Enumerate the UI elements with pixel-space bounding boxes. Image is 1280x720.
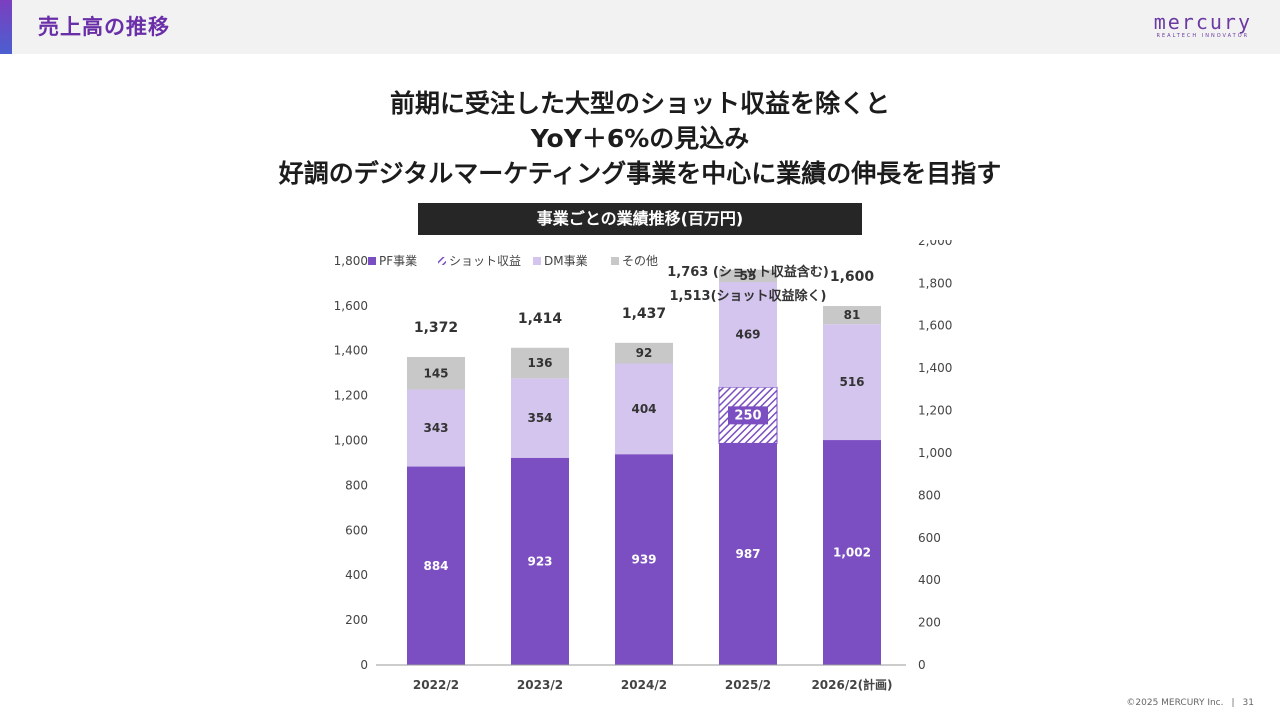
bar-group: 884 343 145 1,372 923 354 136 1,414 939 404 92 1,43…: [407, 264, 881, 665]
data-label: 516: [839, 375, 864, 389]
x-axis-tick-label: 2025/2: [725, 678, 771, 692]
x-axis-tick-label: 2026/2(計画): [811, 677, 892, 692]
left-axis-tick-label: 1,200: [334, 389, 368, 403]
bar-segment: [615, 454, 673, 665]
copyright-text: ©2025 MERCURY Inc.: [1126, 698, 1224, 708]
bar-total-label-without-shot: 1,513(ショット収益除く): [669, 288, 826, 304]
bar-total-label: 1,414: [518, 311, 563, 327]
right-axis-tick-label: 1,000: [918, 446, 952, 460]
left-axis-tick-label: 800: [345, 478, 368, 492]
chart-title-banner: 事業ごとの業績推移(百万円): [418, 203, 862, 235]
bar-segment: [615, 363, 673, 455]
right-axis-tick-label: 600: [918, 531, 941, 545]
data-label: 923: [527, 554, 552, 568]
legend-label: その他: [622, 254, 658, 268]
right-y-axis: 0 200 400 600 800 1,000 1,200 1,400 1,600 1,800 2,…: [918, 240, 952, 672]
page-number: 31: [1242, 698, 1254, 708]
legend-label: DM事業: [544, 254, 588, 268]
legend-swatch: [533, 257, 541, 265]
left-axis-tick-label: 400: [345, 568, 368, 582]
data-label: 354: [527, 411, 552, 425]
data-label: 136: [527, 356, 552, 370]
data-label-background: [728, 406, 768, 425]
data-label: 884: [423, 559, 448, 573]
data-label: 987: [735, 547, 760, 561]
right-axis-tick-label: 1,600: [918, 319, 952, 333]
data-label: 343: [423, 421, 448, 435]
bar-segment: [823, 324, 881, 441]
bar-segment: [511, 378, 569, 458]
data-label: 1,002: [833, 546, 871, 560]
footer-separator: |: [1231, 698, 1235, 708]
data-label: 469: [735, 328, 760, 342]
x-axis-labels: 2022/2 2023/2 2024/2 2025/2 2026/2(計画): [413, 677, 893, 692]
data-label: 55: [740, 269, 757, 283]
right-axis-tick-label: 1,200: [918, 404, 952, 418]
left-y-axis: 0 200 400 600 800 1,000 1,200 1,400 1,600 1,800: [334, 254, 368, 672]
right-axis-tick-label: 800: [918, 488, 941, 502]
bar-segment: [719, 282, 777, 388]
right-axis-tick-label: 0: [918, 658, 926, 672]
headline-line-3: 好調のデジタルマーケティング事業を中心に業績の伸長を目指す: [278, 159, 1002, 188]
right-axis-tick-label: 2,000: [918, 240, 952, 248]
bar-total-label-with-shot: 1,763 (ショット収益含む): [667, 264, 829, 280]
bar-segment: [823, 306, 881, 325]
left-axis-tick-label: 1,800: [334, 254, 368, 268]
stacked-bar-chart: PF事業 ショット収益 DM事業 その他 0 200 400 600 800 1,000 1,20…: [334, 240, 953, 692]
headline-line-2: YoY＋6%の見込み: [530, 124, 750, 153]
chart-legend: PF事業 ショット収益 DM事業 その他: [368, 254, 658, 268]
left-axis-tick-label: 1,000: [334, 434, 368, 448]
left-axis-tick-label: 600: [345, 523, 368, 537]
x-axis-tick-label: 2024/2: [621, 678, 667, 692]
left-axis-tick-label: 1,400: [334, 344, 368, 358]
bar-segment: [615, 342, 673, 364]
legend-label: ショット収益: [449, 254, 521, 268]
data-label: 250: [734, 408, 761, 423]
header-bar: 売上高の推移 mercury REALTECH INNOVATOR: [0, 0, 1280, 54]
legend-swatch: [368, 257, 376, 265]
data-label: 92: [636, 346, 653, 360]
bar-segment: [511, 347, 569, 379]
logo-text: mercury: [1153, 10, 1252, 34]
data-label: 404: [631, 402, 656, 416]
left-axis-tick-label: 200: [345, 613, 368, 627]
data-label: 81: [844, 308, 861, 322]
data-label: 939: [631, 553, 656, 567]
bar-segment: [407, 466, 465, 665]
headline-line-1: 前期に受注した大型のショット収益を除くと: [389, 89, 890, 118]
logo-subtext: REALTECH INNOVATOR: [1156, 33, 1250, 39]
header-accent: [0, 0, 12, 54]
bar-segment: [407, 389, 465, 467]
x-axis-tick-label: 2023/2: [517, 678, 563, 692]
data-label: 145: [423, 366, 448, 380]
bar-total-label: 1,372: [414, 320, 458, 336]
right-axis-tick-label: 1,400: [918, 361, 952, 375]
headline: 前期に受注した大型のショット収益を除くと YoY＋6%の見込み 好調のデジタルマ…: [0, 86, 1280, 191]
bar-segment: [823, 440, 881, 665]
bar-segment: [719, 269, 777, 283]
legend-swatch: [438, 257, 446, 265]
bar-total-label: 1,437: [622, 306, 666, 322]
legend-label: PF事業: [379, 254, 417, 268]
left-axis-tick-label: 0: [360, 658, 368, 672]
bar-segment: [407, 356, 465, 390]
right-axis-tick-label: 400: [918, 573, 941, 587]
right-axis-tick-label: 1,800: [918, 276, 952, 290]
bar-segment: [511, 457, 569, 665]
footer: ©2025 MERCURY Inc. | 31: [1126, 698, 1254, 708]
right-axis-tick-label: 200: [918, 616, 941, 630]
page-title: 売上高の推移: [38, 15, 170, 39]
x-axis-tick-label: 2022/2: [413, 678, 459, 692]
bar-segment: [719, 443, 777, 665]
bar-total-label: 1,600: [830, 269, 875, 285]
legend-swatch: [611, 257, 619, 265]
left-axis-tick-label: 1,600: [334, 299, 368, 313]
mercury-logo: mercury REALTECH INNOVATOR: [1154, 12, 1252, 40]
